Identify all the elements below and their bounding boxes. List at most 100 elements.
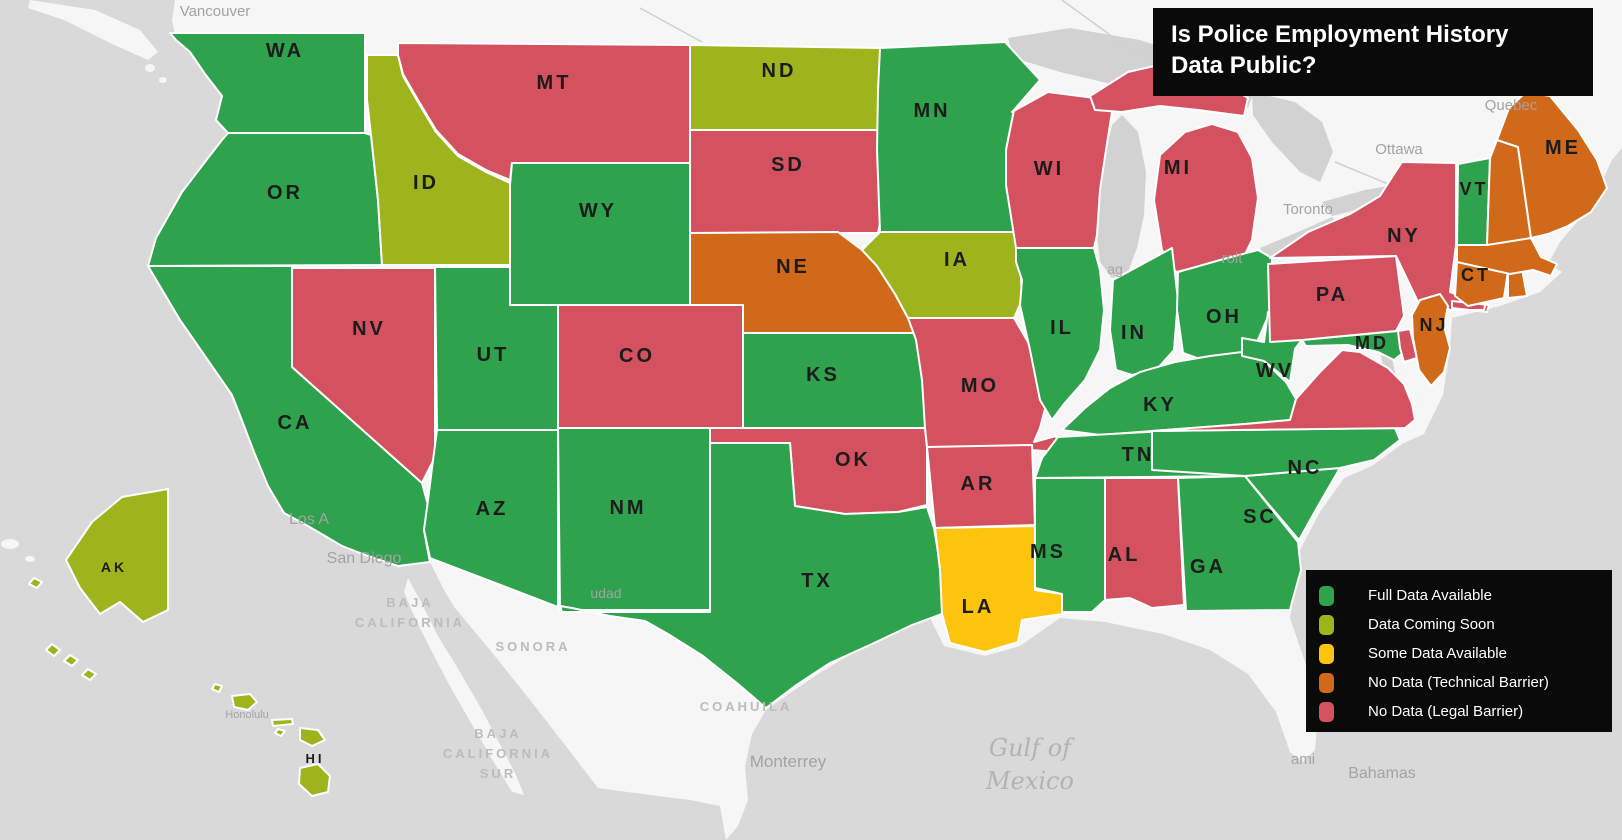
states-layer (28, 32, 1608, 797)
state-label-ne: NE (776, 256, 810, 278)
basemap-label-chicago-partial: ag (1107, 261, 1123, 277)
road-line (639, 7, 703, 43)
state-label-tn: TN (1122, 444, 1155, 466)
coast-island (25, 556, 35, 562)
state-sd[interactable] (689, 129, 887, 234)
state-label-me: ME (1545, 137, 1581, 159)
basemap-label-detroit-partial: roit (1222, 250, 1244, 267)
state-label-vt: VT (1459, 179, 1488, 199)
state-label-co: CO (619, 345, 655, 367)
state-label-sc: SC (1243, 506, 1277, 528)
state-label-ky: KY (1143, 394, 1177, 416)
state-nm[interactable] (557, 427, 711, 611)
legend-label-coming_soon: Data Coming Soon (1368, 616, 1495, 633)
state-nv[interactable] (291, 267, 436, 484)
map-title: Is Police Employment History Data Public… (1153, 8, 1593, 96)
state-de[interactable] (1397, 328, 1418, 363)
state-hi[interactable] (211, 683, 331, 797)
state-label-in: IN (1121, 322, 1147, 344)
basemap-label-baja-california-sur: BAJA CALIFORNIA SUR (443, 726, 553, 781)
state-label-wa: WA (266, 40, 304, 62)
legend-row-coming_soon: Data Coming Soon (1319, 610, 1612, 639)
legend-label-no_technical: No Data (Technical Barrier) (1368, 674, 1549, 691)
legend-swatch-coming_soon (1319, 614, 1334, 635)
basemap-label-coahuila: COAHUILA (700, 699, 793, 714)
state-label-ny: NY (1387, 225, 1421, 247)
state-label-ms: MS (1030, 541, 1066, 563)
basemap-label-baja-california: BAJA CALIFORNIA (355, 595, 465, 630)
map-title-line1: Is Police Employment History (1171, 21, 1509, 48)
coast-island (145, 64, 155, 72)
coast-island (159, 77, 167, 83)
state-label-wv: WV (1256, 360, 1294, 382)
state-il[interactable] (1015, 247, 1105, 421)
legend-row-no_technical: No Data (Technical Barrier) (1319, 668, 1612, 697)
basemap-label-toronto: Toronto (1283, 201, 1333, 218)
legend-row-no_legal: No Data (Legal Barrier) (1319, 697, 1612, 726)
state-label-al: AL (1108, 544, 1141, 566)
state-label-ks: KS (806, 364, 840, 386)
basemap-label-san-diego: San Diego (327, 550, 402, 567)
basemap-label-monterrey: Monterrey (750, 752, 827, 771)
baja-peninsula (404, 578, 524, 795)
state-label-ut: UT (477, 344, 510, 366)
legend-label-full: Full Data Available (1368, 587, 1492, 604)
state-label-sd: SD (771, 154, 805, 176)
legend-label-no_legal: No Data (Legal Barrier) (1368, 703, 1524, 720)
state-vt[interactable] (1456, 157, 1491, 246)
state-label-mt: MT (537, 72, 572, 94)
basemap-label-quebec: Quebec (1485, 97, 1538, 114)
state-labels-layer: WA OR CA ID NV MT WY UT AZ NM CO ND SD NE KS OK TX MN IA MO… (101, 40, 1581, 766)
state-label-ak: AK (101, 559, 127, 575)
state-label-ca: CA (278, 412, 313, 434)
state-label-hi: HI (306, 751, 325, 766)
state-label-tx: TX (801, 570, 833, 592)
state-label-ga: GA (1190, 556, 1226, 578)
state-label-nv: NV (352, 318, 386, 340)
state-label-ct: CT (1461, 265, 1491, 285)
basemap-label-gulf-of-mexico: Gulf of Mexico (985, 734, 1075, 795)
basemap-label-miami-partial: ami (1291, 751, 1315, 768)
legend-swatch-full (1319, 585, 1334, 606)
state-label-id: ID (413, 172, 439, 194)
state-nc[interactable] (1151, 427, 1401, 477)
state-label-ia: IA (944, 249, 970, 271)
vancouver-island (28, 0, 158, 60)
state-wa[interactable] (169, 32, 366, 134)
legend-label-some: Some Data Available (1368, 645, 1507, 662)
state-label-nj: NJ (1419, 315, 1448, 335)
state-ak[interactable] (28, 488, 169, 681)
lake (1252, 92, 1333, 182)
basemap-label-los-angeles-partial: Los A (289, 511, 329, 528)
state-label-il: IL (1050, 317, 1074, 339)
state-label-ok: OK (835, 449, 871, 471)
legend-row-some: Some Data Available (1319, 639, 1612, 668)
basemap-label-bahamas: Bahamas (1348, 765, 1416, 782)
state-label-az: AZ (476, 498, 509, 520)
legend-swatch-no_technical (1319, 672, 1334, 693)
basemap-label-ottawa: Ottawa (1375, 141, 1423, 158)
state-label-ar: AR (961, 473, 996, 495)
state-tx[interactable] (559, 442, 948, 709)
basemap-label-honolulu: Honolulu (225, 709, 268, 721)
legend-row-full: Full Data Available (1319, 581, 1612, 610)
state-wy[interactable] (509, 162, 691, 306)
state-nj[interactable] (1411, 293, 1451, 387)
basemap-labels-layer: Vancouver Quebec Ottawa Toronto roit ag Los A S… (180, 3, 1538, 795)
state-label-mn: MN (913, 100, 950, 122)
state-ma[interactable] (1456, 237, 1558, 277)
state-label-or: OR (267, 182, 303, 204)
legend: Full Data Available Data Coming Soon Some … (1306, 570, 1612, 732)
state-label-oh: OH (1206, 306, 1242, 328)
state-label-nd: ND (762, 60, 797, 82)
basemap-label-sonora: SONORA (495, 639, 570, 654)
basemap-label-ciudad-juarez-partial: udad (590, 585, 621, 601)
state-al[interactable] (1104, 477, 1185, 609)
lake (1097, 115, 1146, 278)
state-label-nm: NM (609, 497, 646, 519)
state-label-wi: WI (1034, 158, 1064, 180)
state-va[interactable] (1151, 349, 1416, 432)
state-nd[interactable] (689, 44, 881, 131)
